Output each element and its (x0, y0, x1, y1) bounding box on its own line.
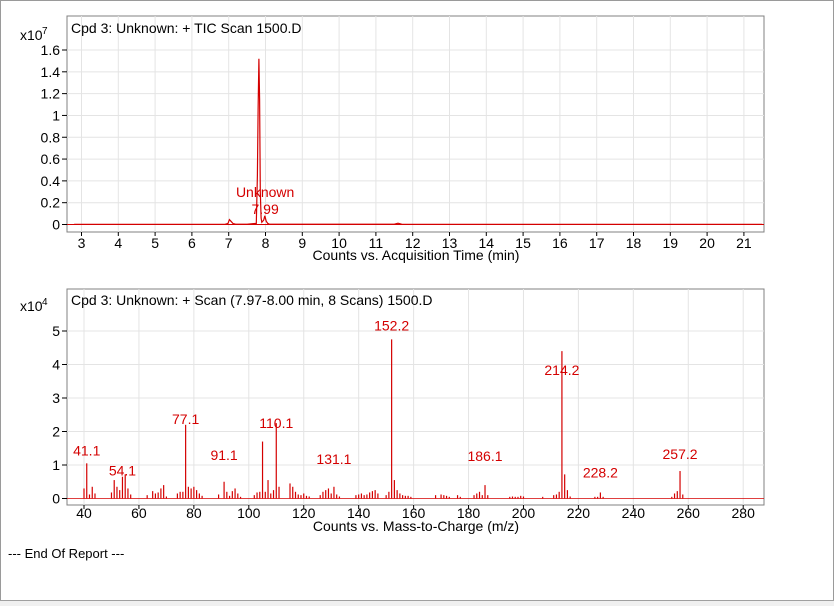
ms-peak-label: 54.1 (109, 463, 136, 479)
tic-y-axis: 0 0.2 0.4 0.6 0.8 1 1.2 1.4 1.6 (41, 42, 67, 233)
ms-peak-label: 91.1 (210, 447, 237, 463)
ms-x-tick-label: 60 (131, 505, 147, 521)
tic-chart: 0 0.2 0.4 0.6 0.8 1 1.2 1.4 1.6 3 4 5 6 7 8 9 10 11 12 13 1… (20, 15, 765, 263)
ms-y-tick-label: 4 (52, 357, 60, 373)
window-bottom-bar (0, 600, 834, 606)
ms-x-tick-label: 180 (457, 505, 481, 521)
tic-y-tick-label: 1.4 (41, 64, 61, 80)
ms-x-tick-label: 260 (677, 505, 701, 521)
ms-x-tick-label: 200 (512, 505, 536, 521)
ms-peak-label: 228.2 (583, 464, 618, 480)
tic-x-tick-label: 21 (736, 235, 752, 251)
tic-chart-title: Cpd 3: Unknown: + TIC Scan 1500.D (71, 20, 301, 36)
tic-x-tick-label: 16 (552, 235, 568, 251)
ms-chart-title: Cpd 3: Unknown: + Scan (7.97-8.00 min, 8… (71, 292, 432, 308)
ms-y-axis: 0 1 2 3 4 5 (52, 323, 67, 507)
ms-grid (67, 289, 764, 505)
ms-y-tick-label: 3 (52, 390, 60, 406)
tic-y-tick-label: 0.6 (41, 151, 61, 167)
ms-peak-label: 214.2 (544, 362, 579, 378)
end-of-report-text: --- End Of Report --- (8, 546, 125, 561)
ms-peak-labels: 41.1 54.1 77.1 91.1 110.1 131.1 152.2 186.1 214.… (73, 317, 698, 480)
tic-y-tick-label: 1 (52, 107, 60, 123)
ms-peak-label: 77.1 (172, 411, 199, 427)
ms-x-axis: 40 60 80 100 120 140 160 180 200 220 240 260 280 (67, 498, 764, 521)
tic-y-tick-label: 0.2 (41, 195, 61, 211)
tic-x-tick-label: 18 (626, 235, 642, 251)
tic-x-tick-label: 13 (442, 235, 458, 251)
ms-peak-label: 110.1 (259, 415, 293, 431)
ms-plot-frame (66, 288, 765, 506)
ms-x-tick-label: 280 (732, 505, 756, 521)
tic-x-tick-label: 12 (405, 235, 421, 251)
ms-peak-label: 186.1 (467, 448, 502, 464)
tic-x-tick-label: 20 (699, 235, 715, 251)
tic-peak-name-label: Unknown (236, 184, 294, 200)
ms-x-tick-label: 240 (622, 505, 646, 521)
tic-x-tick-label: 3 (78, 235, 86, 251)
tic-plot-area (74, 58, 763, 225)
tic-x-axis-label: Counts vs. Acquisition Time (min) (313, 247, 520, 263)
tic-y-exponent: 7 (42, 26, 48, 37)
ms-y-tick-label: 2 (52, 424, 60, 440)
tic-x-tick-label: 11 (369, 235, 384, 251)
ms-y-tick-label: 5 (52, 323, 60, 339)
ms-peak-label: 257.2 (663, 446, 698, 462)
ms-y-exponent: 4 (42, 297, 48, 308)
tic-grid (67, 16, 764, 232)
tic-x-tick-label: 10 (331, 235, 347, 251)
ms-y-tick-label: 0 (52, 491, 60, 507)
ms-y-multiplier: x10 (20, 298, 43, 314)
tic-x-tick-label: 5 (151, 235, 159, 251)
ms-x-tick-label: 220 (567, 505, 591, 521)
tic-x-tick-label: 9 (298, 235, 306, 251)
tic-plot-frame (66, 15, 765, 233)
tic-y-tick-label: 1.6 (41, 42, 61, 58)
tic-peak-time-label: 7.99 (252, 201, 279, 217)
ms-peak-label: 41.1 (73, 442, 100, 458)
ms-y-tick-label: 1 (52, 457, 60, 473)
ms-x-tick-label: 120 (292, 505, 316, 521)
tic-x-tick-label: 6 (188, 235, 196, 251)
tic-x-tick-label: 19 (663, 235, 679, 251)
ms-peak-label: 152.2 (374, 317, 409, 333)
tic-series-line (74, 58, 763, 225)
tic-x-tick-label: 14 (479, 235, 495, 251)
tic-y-tick-label: 0 (52, 217, 60, 233)
tic-x-tick-label: 7 (225, 235, 233, 251)
ms-x-axis-label: Counts vs. Mass-to-Charge (m/z) (313, 518, 519, 534)
ms-x-tick-label: 160 (402, 505, 426, 521)
tic-y-tick-label: 1.2 (41, 86, 61, 102)
tic-x-tick-label: 8 (262, 235, 270, 251)
ms-x-tick-label: 40 (76, 505, 92, 521)
tic-y-tick-label: 0.8 (41, 129, 61, 145)
tic-x-tick-label: 4 (114, 235, 122, 251)
tic-x-tick-label: 17 (589, 235, 605, 251)
ms-plot-area (83, 339, 684, 499)
ms-x-tick-label: 140 (347, 505, 371, 521)
ms-x-tick-label: 100 (237, 505, 261, 521)
mass-spectrum-chart: 0 1 2 3 4 5 40 60 80 100 120 140 160 180 200 220 240 260… (20, 288, 765, 534)
tic-x-tick-label: 15 (515, 235, 531, 251)
ms-peak-label: 131.1 (316, 451, 351, 467)
tic-y-multiplier: x10 (20, 27, 43, 43)
ms-x-tick-label: 80 (186, 505, 202, 521)
tic-y-tick-label: 0.4 (41, 173, 61, 189)
